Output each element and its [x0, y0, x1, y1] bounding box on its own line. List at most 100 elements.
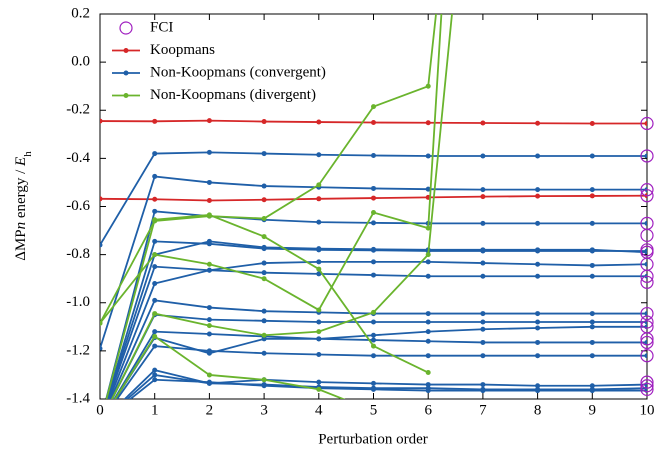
series-point [589, 324, 595, 330]
y-label-part: energy / [13, 166, 29, 222]
series-point [480, 194, 486, 200]
series-point [589, 247, 595, 253]
series-point [261, 151, 267, 157]
fci-point [640, 183, 654, 197]
legend-marker [123, 93, 129, 98]
series-point [535, 273, 541, 279]
series-line [100, 14, 437, 324]
x-tick-label: 2 [206, 402, 214, 418]
series-point [371, 332, 376, 338]
series-point [535, 153, 541, 159]
series-point [371, 210, 376, 216]
series-point [261, 244, 267, 250]
series-point [152, 238, 158, 244]
series-point [371, 380, 376, 386]
x-tick-label: 6 [424, 402, 432, 418]
series-point [644, 249, 647, 255]
fci-point [640, 149, 654, 163]
legend-marker [123, 70, 129, 76]
series-point [316, 152, 322, 158]
series-point [206, 267, 212, 273]
series-point [644, 261, 647, 267]
series-point [152, 372, 158, 378]
series-point [644, 311, 647, 317]
series-point [152, 333, 158, 339]
series-point [425, 311, 431, 317]
series-point [371, 195, 376, 201]
series-point [371, 353, 376, 359]
series-point [589, 120, 595, 126]
series-point [371, 104, 376, 110]
series-point [98, 421, 103, 426]
series-point [589, 383, 595, 389]
series-point [152, 208, 158, 214]
fci-point [640, 332, 654, 346]
y-tick-label: -0.4 [66, 150, 90, 166]
x-tick-label: 1 [151, 402, 159, 418]
series-point [425, 120, 431, 126]
legend-label: FCI [150, 19, 173, 35]
y-label-part: ΔMP [13, 229, 29, 260]
series-point [206, 379, 212, 385]
series-point [371, 343, 376, 349]
series-point [98, 421, 103, 426]
series-point [261, 234, 267, 240]
series-point [371, 272, 376, 278]
series-point [425, 388, 431, 394]
series-point [261, 260, 267, 266]
series-point [425, 370, 431, 376]
series-point [425, 252, 431, 258]
series-point [316, 182, 322, 188]
plot-area [98, 14, 647, 426]
series-point [371, 246, 376, 252]
series-point [206, 118, 212, 124]
series-point [371, 185, 376, 191]
series-point [644, 339, 647, 345]
legend: FCI Koopmans Non-Koopmans (convergent) Non-… [112, 19, 326, 103]
series-line [114, 335, 346, 399]
series-point [261, 318, 267, 324]
series-point [644, 153, 647, 159]
series-point [480, 153, 486, 159]
series-point [98, 421, 103, 426]
x-tick-label: 8 [534, 402, 542, 418]
series-point [98, 421, 103, 426]
series-point [589, 353, 595, 359]
y-tick-label: -0.6 [66, 198, 90, 214]
series-point [316, 307, 322, 313]
x-axis-label: Perturbation order [318, 431, 428, 447]
series-point [371, 152, 376, 158]
series-point [480, 339, 486, 345]
series-point [371, 309, 376, 315]
series-point [206, 323, 212, 329]
series-point [316, 259, 322, 265]
series-point [589, 388, 595, 394]
y-tick-label: -0.2 [66, 102, 90, 118]
series-point [206, 212, 212, 218]
series-point [98, 421, 103, 426]
series-point [371, 319, 376, 325]
series-point [206, 179, 212, 185]
series-point [589, 273, 595, 279]
series-point [535, 187, 541, 193]
series-point [644, 120, 647, 126]
series-point [100, 242, 103, 248]
series-point [206, 305, 212, 311]
series-point [152, 217, 158, 223]
fci-point [640, 306, 654, 321]
series-point [425, 259, 431, 265]
series-point [589, 220, 595, 226]
series-point [152, 252, 158, 258]
series-point [261, 216, 267, 222]
y-label-part: E [13, 157, 29, 167]
fci-point [640, 269, 654, 283]
series-point [206, 197, 212, 203]
series-point [261, 336, 267, 342]
series-point [480, 326, 486, 332]
series-point [644, 220, 647, 226]
series-point [425, 353, 431, 359]
series-point [371, 337, 376, 343]
series-point [98, 421, 103, 426]
series-point [589, 339, 595, 345]
series-point [261, 308, 267, 314]
